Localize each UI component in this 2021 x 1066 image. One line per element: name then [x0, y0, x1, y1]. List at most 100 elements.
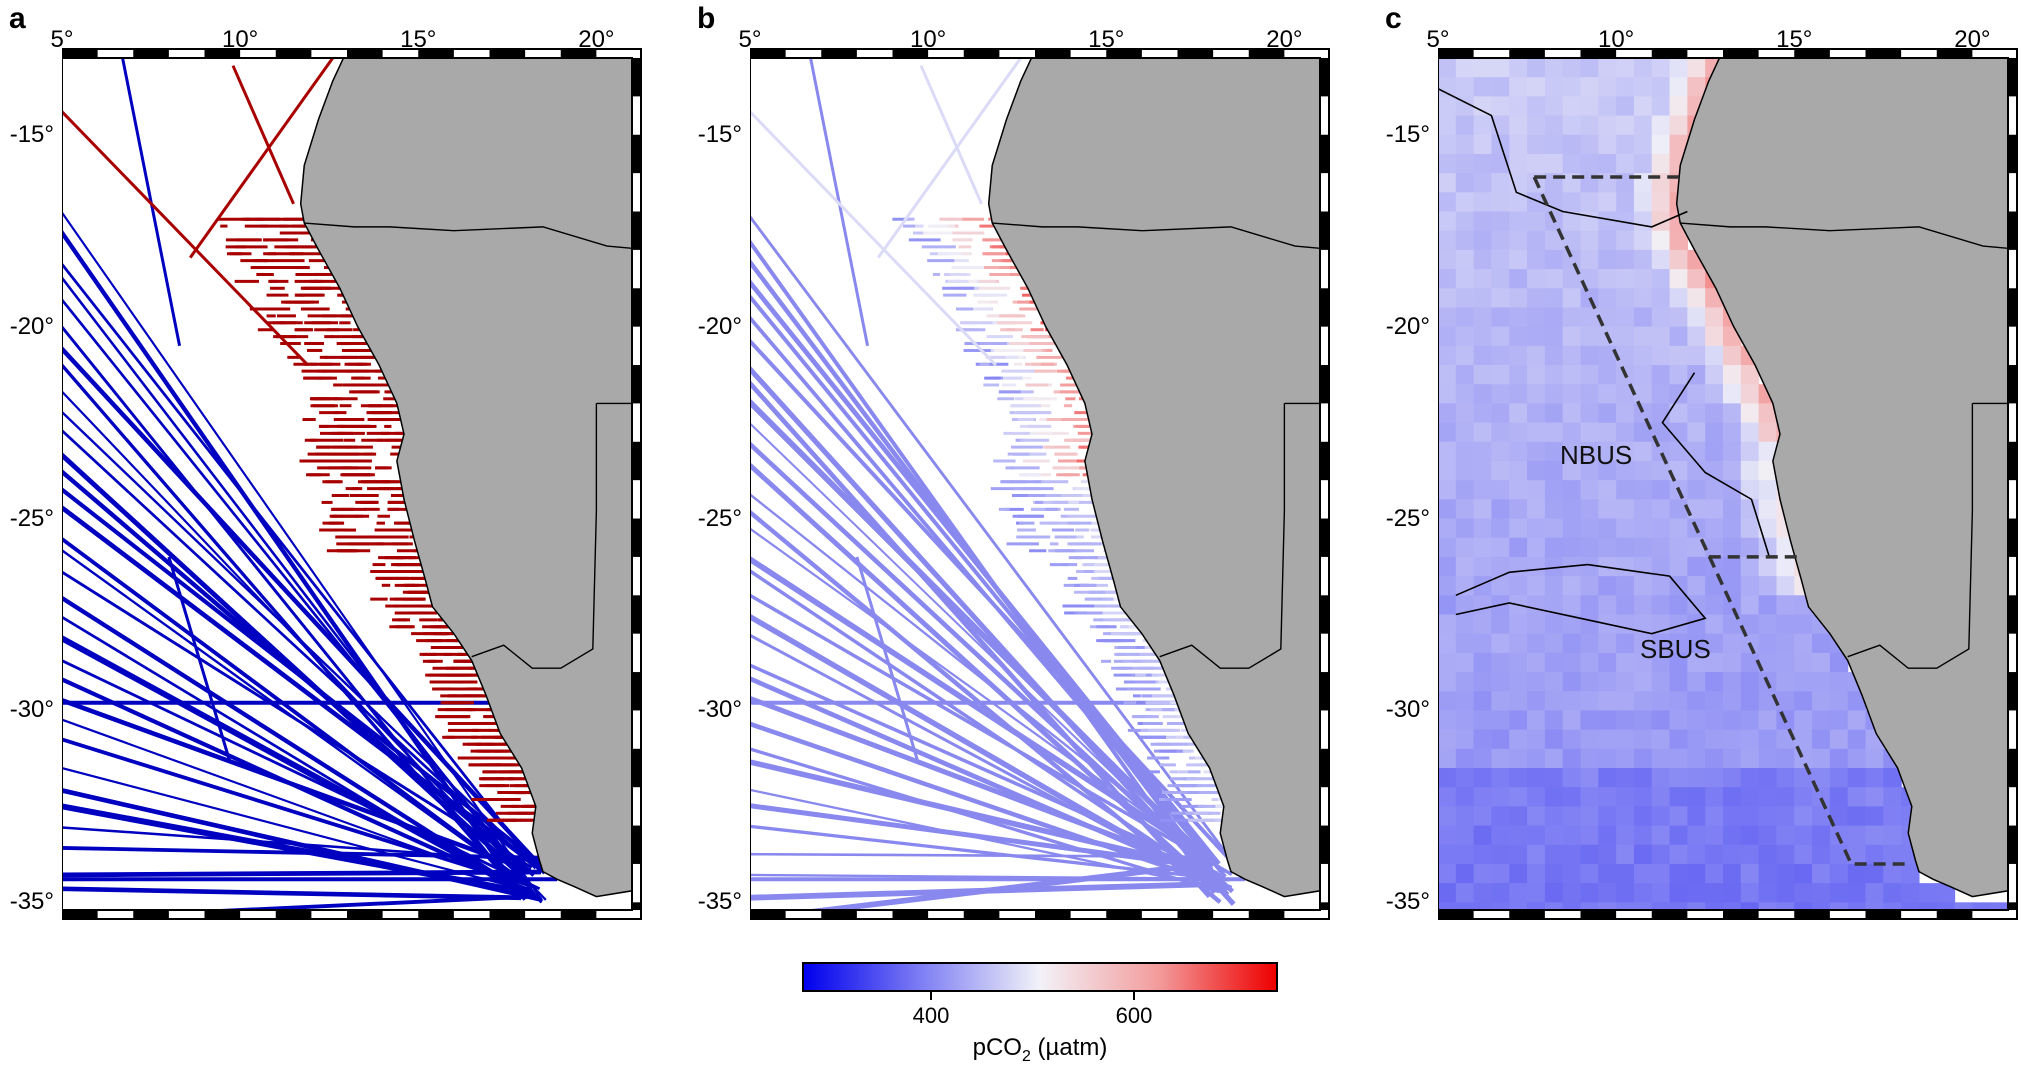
grid-cell [1776, 825, 1795, 846]
grid-cell [1776, 691, 1795, 712]
grid-cell [1455, 134, 1475, 155]
grid-cell [1473, 768, 1493, 788]
grid-cell [1651, 499, 1671, 520]
grid-cell [1812, 806, 1831, 827]
grid-cell [1455, 652, 1475, 673]
grid-cell [1740, 844, 1760, 865]
grid-cell [1723, 844, 1742, 865]
grid-cell [1455, 806, 1475, 827]
map-frame [62, 48, 642, 920]
grid-cell [1562, 499, 1582, 520]
grid-cell [1669, 883, 1688, 903]
grid-cell [1723, 806, 1742, 827]
grid-cell [1509, 153, 1528, 174]
grid-cell [1847, 729, 1867, 750]
grid-cell [1633, 710, 1653, 731]
grid-cell [1687, 652, 1706, 673]
grid-cell [1740, 403, 1760, 424]
grid-cell [1687, 441, 1706, 462]
grid-cell [1562, 672, 1582, 692]
grid-cell [1740, 441, 1760, 462]
grid-cell [1651, 844, 1671, 865]
grid-cell [1544, 556, 1564, 577]
grid-cell [1651, 249, 1671, 270]
grid-cell [1669, 633, 1688, 654]
grid-cell [1794, 614, 1813, 635]
grid-cell [1812, 883, 1831, 903]
grid-cell [1633, 825, 1653, 846]
grid-cell [1776, 787, 1795, 807]
grid-cell [1544, 134, 1564, 155]
grid-cell [1598, 345, 1617, 366]
grid-cell [1758, 422, 1778, 443]
grid-cell [1491, 96, 1510, 117]
grid-cell [1527, 460, 1546, 481]
grid-cell [1455, 556, 1475, 577]
grid-cell [1562, 134, 1582, 155]
grid-cell [1616, 288, 1635, 309]
grid-cell [1438, 96, 1457, 117]
grid-cell [1616, 326, 1635, 347]
grid-cell [1669, 691, 1688, 712]
grid-cell [1776, 672, 1795, 692]
grid-cell [1616, 115, 1635, 136]
grid-cell [1473, 595, 1493, 616]
grid-cell [1740, 537, 1760, 558]
grid-cell [1633, 269, 1653, 289]
grid-cell [1598, 192, 1617, 213]
grid-cell [1473, 134, 1493, 155]
grid-cell [1829, 768, 1849, 788]
grid-cell [1651, 307, 1671, 328]
grid-cell [1740, 710, 1760, 731]
grid-cell [1651, 345, 1671, 366]
grid-cell [1883, 825, 1902, 846]
grid-cell [1740, 691, 1760, 712]
map-frame [1438, 48, 2018, 920]
grid-cell [1758, 825, 1778, 846]
ship-track [750, 747, 1221, 894]
grid-cell [1812, 710, 1831, 731]
region-label-nbus: NBUS [1560, 440, 1633, 470]
grid-cell [1669, 326, 1688, 347]
grid-cell [1669, 58, 1688, 78]
grid-cell [1598, 863, 1617, 884]
grid-cell [1633, 480, 1653, 500]
grid-cell [1509, 422, 1528, 443]
grid-cell [1616, 441, 1635, 462]
grid-cell [1812, 863, 1831, 884]
grid-cell [1687, 460, 1706, 481]
colorbar-label: pCO2 (µatm) [972, 1034, 1108, 1065]
grid-cell [1616, 77, 1635, 97]
grid-cell [1455, 441, 1475, 462]
grid-cell [1455, 58, 1475, 78]
grid-cell [1598, 537, 1617, 558]
ship-track [855, 556, 919, 761]
grid-cell [1580, 307, 1599, 328]
grid-cell [1438, 614, 1457, 635]
grid-cell [1740, 863, 1760, 884]
grid-cell [1527, 192, 1546, 213]
grid-cell [1633, 211, 1653, 232]
grid-cell [1847, 902, 1867, 910]
grid-cell [1705, 384, 1724, 405]
grid-cell [1473, 307, 1493, 328]
grid-cell [1438, 422, 1457, 443]
grid-cell [1669, 403, 1688, 424]
grid-cell [1616, 652, 1635, 673]
grid-cell [1794, 691, 1813, 712]
grid-cell [1705, 787, 1724, 807]
lat-tick-label: -20° [9, 312, 54, 340]
grid-cell [1473, 365, 1493, 385]
grid-cell [1438, 441, 1457, 462]
grid-cell [1669, 825, 1688, 846]
grid-cell [1580, 115, 1599, 136]
grid-cell [1544, 768, 1564, 788]
grid-cell [1438, 403, 1457, 424]
grid-cell [1812, 787, 1831, 807]
ship-track [750, 527, 1218, 866]
grid-cell [1616, 384, 1635, 405]
grid-cell [1509, 691, 1528, 712]
grid-cell [1580, 748, 1599, 769]
grid-cell [1705, 825, 1724, 846]
grid-cell [1616, 825, 1635, 846]
